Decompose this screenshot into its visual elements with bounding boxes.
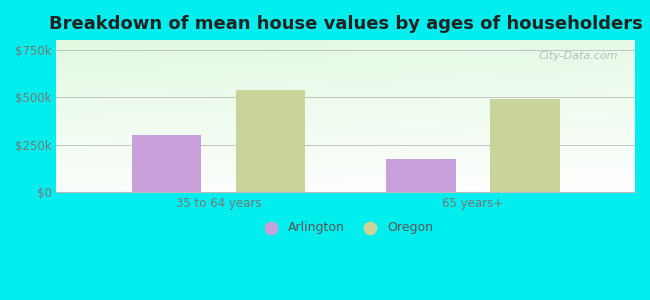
- Title: Breakdown of mean house values by ages of householders: Breakdown of mean house values by ages o…: [49, 15, 643, 33]
- Bar: [236, 90, 306, 192]
- Legend: Arlington, Oregon: Arlington, Oregon: [253, 217, 439, 239]
- Bar: [386, 159, 456, 192]
- Text: City-Data.com: City-Data.com: [538, 51, 617, 61]
- Bar: [132, 135, 201, 192]
- Bar: [490, 99, 560, 192]
